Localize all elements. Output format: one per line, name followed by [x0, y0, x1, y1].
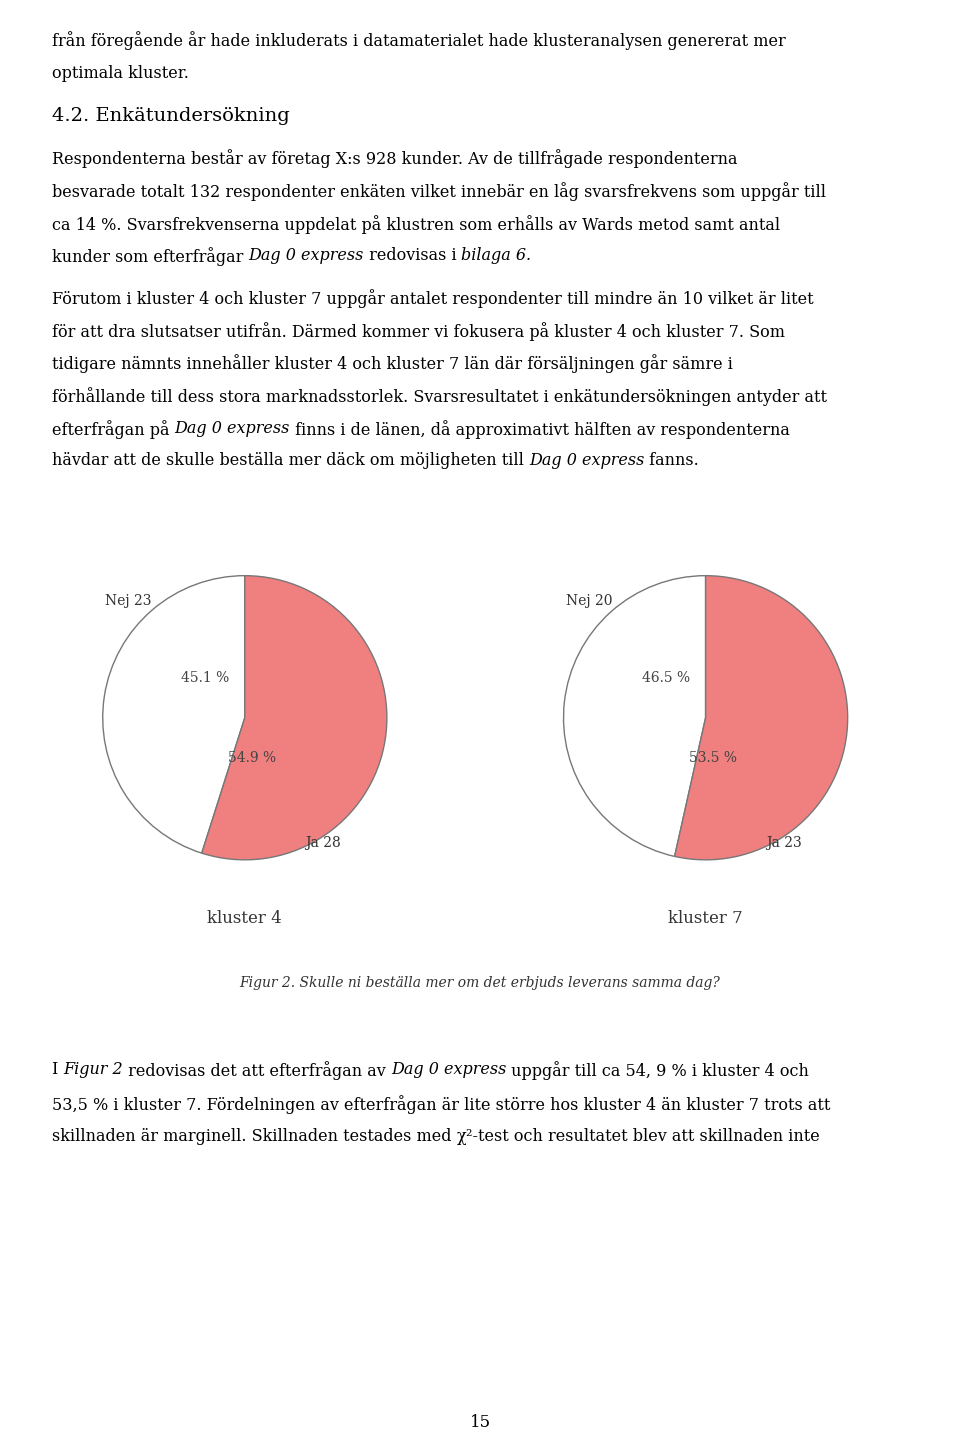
Text: efterfrågan på: efterfrågan på	[52, 420, 175, 439]
Text: 53,5 % i kluster 7. Fördelningen av efterfrågan är lite större hos kluster 4 än : 53,5 % i kluster 7. Fördelningen av efte…	[52, 1095, 830, 1114]
Text: Ja 28: Ja 28	[305, 835, 341, 850]
Wedge shape	[675, 576, 848, 860]
Text: 4.2. Enkätundersökning: 4.2. Enkätundersökning	[52, 107, 290, 125]
Text: 54.9 %: 54.9 %	[228, 751, 276, 764]
Text: ²-test och resultatet blev att skillnaden inte: ²-test och resultatet blev att skillnade…	[467, 1128, 820, 1146]
Text: finns i de länen, då approximativt hälften av respondenterna: finns i de länen, då approximativt hälft…	[290, 420, 790, 439]
Wedge shape	[103, 576, 245, 853]
Text: Dag 0 express: Dag 0 express	[529, 452, 644, 470]
Text: tidigare nämnts innehåller kluster 4 och kluster 7 län där försäljningen går säm: tidigare nämnts innehåller kluster 4 och…	[52, 355, 732, 374]
Text: χ: χ	[456, 1128, 467, 1146]
Wedge shape	[202, 576, 387, 860]
Text: Figur 2. Skulle ni beställa mer om det erbjuds leverans samma dag?: Figur 2. Skulle ni beställa mer om det e…	[240, 976, 720, 990]
Text: kunder som efterfrågar: kunder som efterfrågar	[52, 247, 249, 267]
Text: Nej 23: Nej 23	[105, 594, 152, 608]
Text: redovisas det att efterfrågan av: redovisas det att efterfrågan av	[123, 1061, 391, 1080]
Text: från föregående år hade inkluderats i datamaterialet hade klusteranalysen genere: från föregående år hade inkluderats i da…	[52, 32, 785, 51]
Text: Nej 20: Nej 20	[565, 594, 612, 608]
Text: förhållande till dess stora marknadsstorlek. Svarsresultatet i enkätundersökning: förhållande till dess stora marknadsstor…	[52, 387, 827, 406]
Text: hävdar att de skulle beställa mer däck om möjligheten till: hävdar att de skulle beställa mer däck o…	[52, 452, 529, 470]
Text: Förutom i kluster 4 och kluster 7 uppgår antalet respondenter till mindre än 10 : Förutom i kluster 4 och kluster 7 uppgår…	[52, 290, 813, 309]
Text: besvarade totalt 132 respondenter enkäten vilket innebär en låg svarsfrekvens so: besvarade totalt 132 respondenter enkäte…	[52, 183, 826, 202]
Text: 46.5 %: 46.5 %	[641, 671, 690, 684]
Text: bilaga 6.: bilaga 6.	[462, 247, 532, 264]
Title: kluster 4: kluster 4	[207, 909, 282, 927]
Text: uppgår till ca 54, 9 % i kluster 4 och: uppgår till ca 54, 9 % i kluster 4 och	[506, 1061, 809, 1080]
Text: I: I	[52, 1061, 63, 1079]
Text: Dag 0 express: Dag 0 express	[249, 247, 364, 264]
Text: för att dra slutsatser utifrån. Därmed kommer vi fokusera på kluster 4 och klust: för att dra slutsatser utifrån. Därmed k…	[52, 322, 785, 341]
Text: 53.5 %: 53.5 %	[688, 751, 736, 764]
Text: fanns.: fanns.	[644, 452, 699, 470]
Text: Respondenterna består av företag X:s 928 kunder. Av de tillfrågade respondentern: Respondenterna består av företag X:s 928…	[52, 149, 737, 168]
Text: 45.1 %: 45.1 %	[180, 671, 229, 684]
Text: Dag 0 express: Dag 0 express	[391, 1061, 506, 1079]
Text: Dag 0 express: Dag 0 express	[175, 420, 290, 436]
Text: Ja 23: Ja 23	[766, 835, 802, 850]
Text: redovisas i: redovisas i	[364, 247, 462, 264]
Text: ca 14 %. Svarsfrekvenserna uppdelat på klustren som erhålls av Wards metod samt : ca 14 %. Svarsfrekvenserna uppdelat på k…	[52, 215, 780, 233]
Text: optimala kluster.: optimala kluster.	[52, 64, 189, 81]
Text: Figur 2: Figur 2	[63, 1061, 123, 1079]
Title: kluster 7: kluster 7	[668, 909, 743, 927]
Text: skillnaden är marginell. Skillnaden testades med: skillnaden är marginell. Skillnaden test…	[52, 1128, 456, 1146]
Wedge shape	[564, 576, 706, 857]
Text: 15: 15	[469, 1414, 491, 1431]
